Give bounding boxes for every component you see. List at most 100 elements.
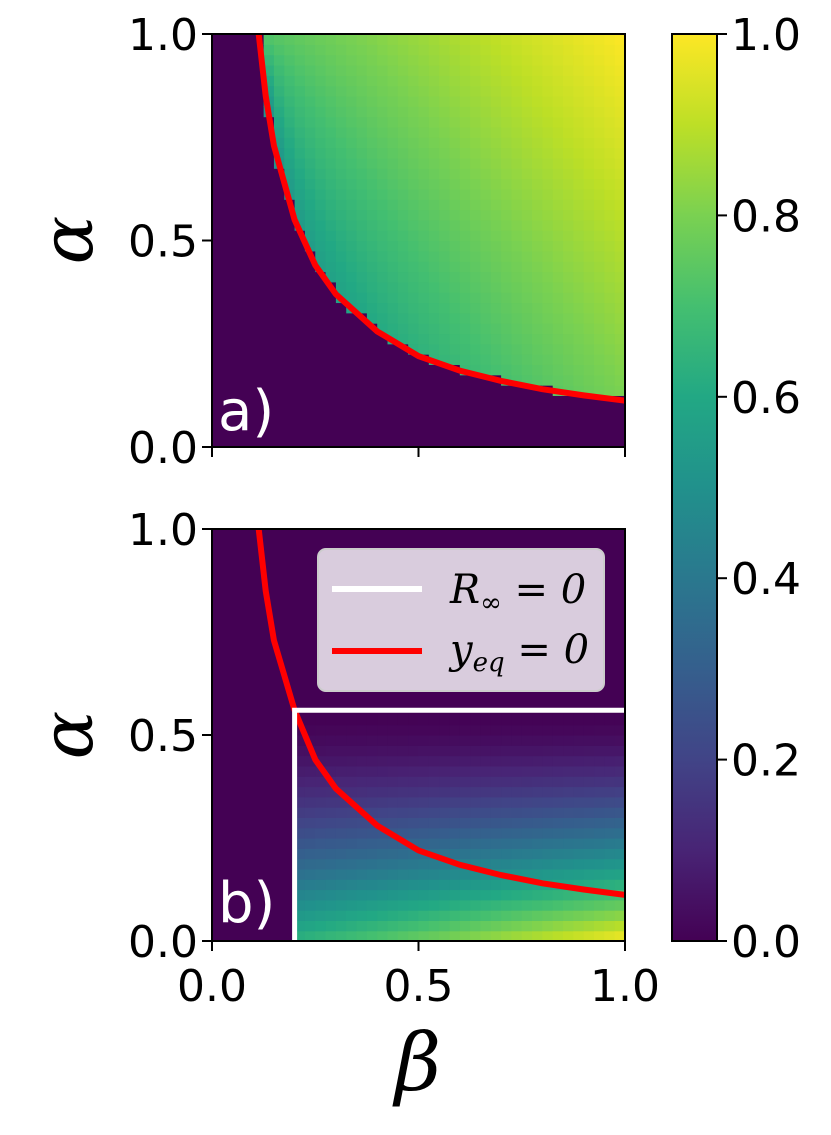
heatmap-cell <box>594 116 605 128</box>
heatmap-cell <box>532 199 543 211</box>
heatmap-cell <box>356 765 368 777</box>
heatmap-cell <box>366 292 378 304</box>
heatmap-cell <box>449 281 461 293</box>
heatmap-cell <box>490 34 502 45</box>
heatmap-cell <box>294 796 306 808</box>
heatmap-cell <box>583 879 595 891</box>
heatmap-cell <box>366 889 378 901</box>
heatmap-cell <box>573 333 585 345</box>
heatmap-cell <box>346 920 358 932</box>
heatmap-cell <box>346 199 358 211</box>
heatmap-cell <box>418 261 430 273</box>
heatmap-cell <box>614 261 625 273</box>
heatmap-cell <box>397 54 409 66</box>
heatmap-cell <box>397 930 409 941</box>
heatmap-cell <box>459 64 471 76</box>
heatmap-cell <box>480 786 492 798</box>
heatmap-cell <box>315 838 327 849</box>
heatmap-cell <box>614 312 625 324</box>
heatmap-cell <box>552 910 564 921</box>
heatmap-cell <box>428 724 440 736</box>
heatmap-cell <box>335 219 347 231</box>
heatmap-cell <box>604 64 616 76</box>
heatmap-cell <box>552 271 564 283</box>
heatmap-cell <box>356 848 368 860</box>
heatmap-cell <box>304 34 316 45</box>
y-tick-label: 0.5 <box>128 711 198 762</box>
heatmap-cell <box>356 44 368 56</box>
heatmap-cell <box>604 899 616 911</box>
heatmap-cell <box>480 281 492 293</box>
heatmap-cell <box>480 302 492 314</box>
heatmap-cell <box>315 807 327 818</box>
heatmap-cell <box>604 219 616 231</box>
heatmap-cell <box>428 178 440 190</box>
heatmap-cell <box>325 85 337 97</box>
heatmap-cell <box>418 765 430 777</box>
heatmap-cell <box>397 848 409 860</box>
heatmap-cell <box>511 899 523 911</box>
heatmap-cell <box>542 281 554 293</box>
heatmap-cell <box>490 765 502 777</box>
heatmap-cell <box>304 240 316 252</box>
heatmap-cell <box>294 54 306 66</box>
heatmap-cell <box>583 920 595 932</box>
heatmap-cell <box>511 910 523 921</box>
heatmap-cell <box>511 137 523 149</box>
heatmap-cell <box>408 250 420 262</box>
heatmap-cell <box>532 230 543 242</box>
heatmap-cell <box>377 910 389 921</box>
heatmap-cell <box>511 889 523 901</box>
heatmap-cell <box>490 755 502 767</box>
heatmap-cell <box>387 64 399 76</box>
heatmap-cell <box>532 219 543 231</box>
heatmap-cell <box>614 95 625 107</box>
heatmap-cell <box>594 240 605 252</box>
heatmap-cell <box>604 910 616 921</box>
heatmap-cell <box>335 281 347 293</box>
heatmap-cell <box>346 230 358 242</box>
heatmap-cell <box>335 271 347 283</box>
colorbar-gradient <box>672 34 717 941</box>
heatmap-cell <box>470 333 482 345</box>
heatmap-cell <box>563 54 574 66</box>
heatmap-cell <box>521 838 533 849</box>
heatmap-cell <box>470 209 482 221</box>
heatmap-cell <box>501 250 513 262</box>
heatmap-cell <box>315 230 327 242</box>
heatmap-cell <box>501 64 513 76</box>
heatmap-cell <box>480 168 492 180</box>
heatmap-cell <box>284 126 296 138</box>
heatmap-cell <box>346 34 358 45</box>
heatmap-cell <box>459 765 471 777</box>
heatmap-cell <box>439 178 451 190</box>
heatmap-cell <box>428 199 440 211</box>
heatmap-cell <box>356 34 368 45</box>
heatmap-cell <box>356 910 368 921</box>
heatmap-cell <box>470 95 482 107</box>
heatmap-cell <box>366 724 378 736</box>
heatmap-cell <box>439 188 451 200</box>
heatmap-cell <box>573 292 585 304</box>
heatmap-cell <box>377 848 389 860</box>
legend-label-y-eq: yeq = 0 <box>448 627 589 678</box>
heatmap-cell <box>304 116 316 128</box>
heatmap-cell <box>573 209 585 221</box>
heatmap-cell <box>418 323 430 335</box>
heatmap-cell <box>418 188 430 200</box>
heatmap-cell <box>614 714 625 726</box>
heatmap-cell <box>470 838 482 849</box>
heatmap-cell <box>583 765 595 777</box>
heatmap-cell <box>428 157 440 169</box>
heatmap-cell <box>428 786 440 798</box>
heatmap-cell <box>511 147 523 159</box>
heatmap-cell <box>511 786 523 798</box>
heatmap-cell <box>449 178 461 190</box>
heatmap-cell <box>439 765 451 777</box>
heatmap-cell <box>459 889 471 901</box>
heatmap-cell <box>480 126 492 138</box>
heatmap-cell <box>294 786 306 798</box>
heatmap-cell <box>356 302 368 314</box>
heatmap-cell <box>563 188 574 200</box>
heatmap-cell <box>511 776 523 788</box>
